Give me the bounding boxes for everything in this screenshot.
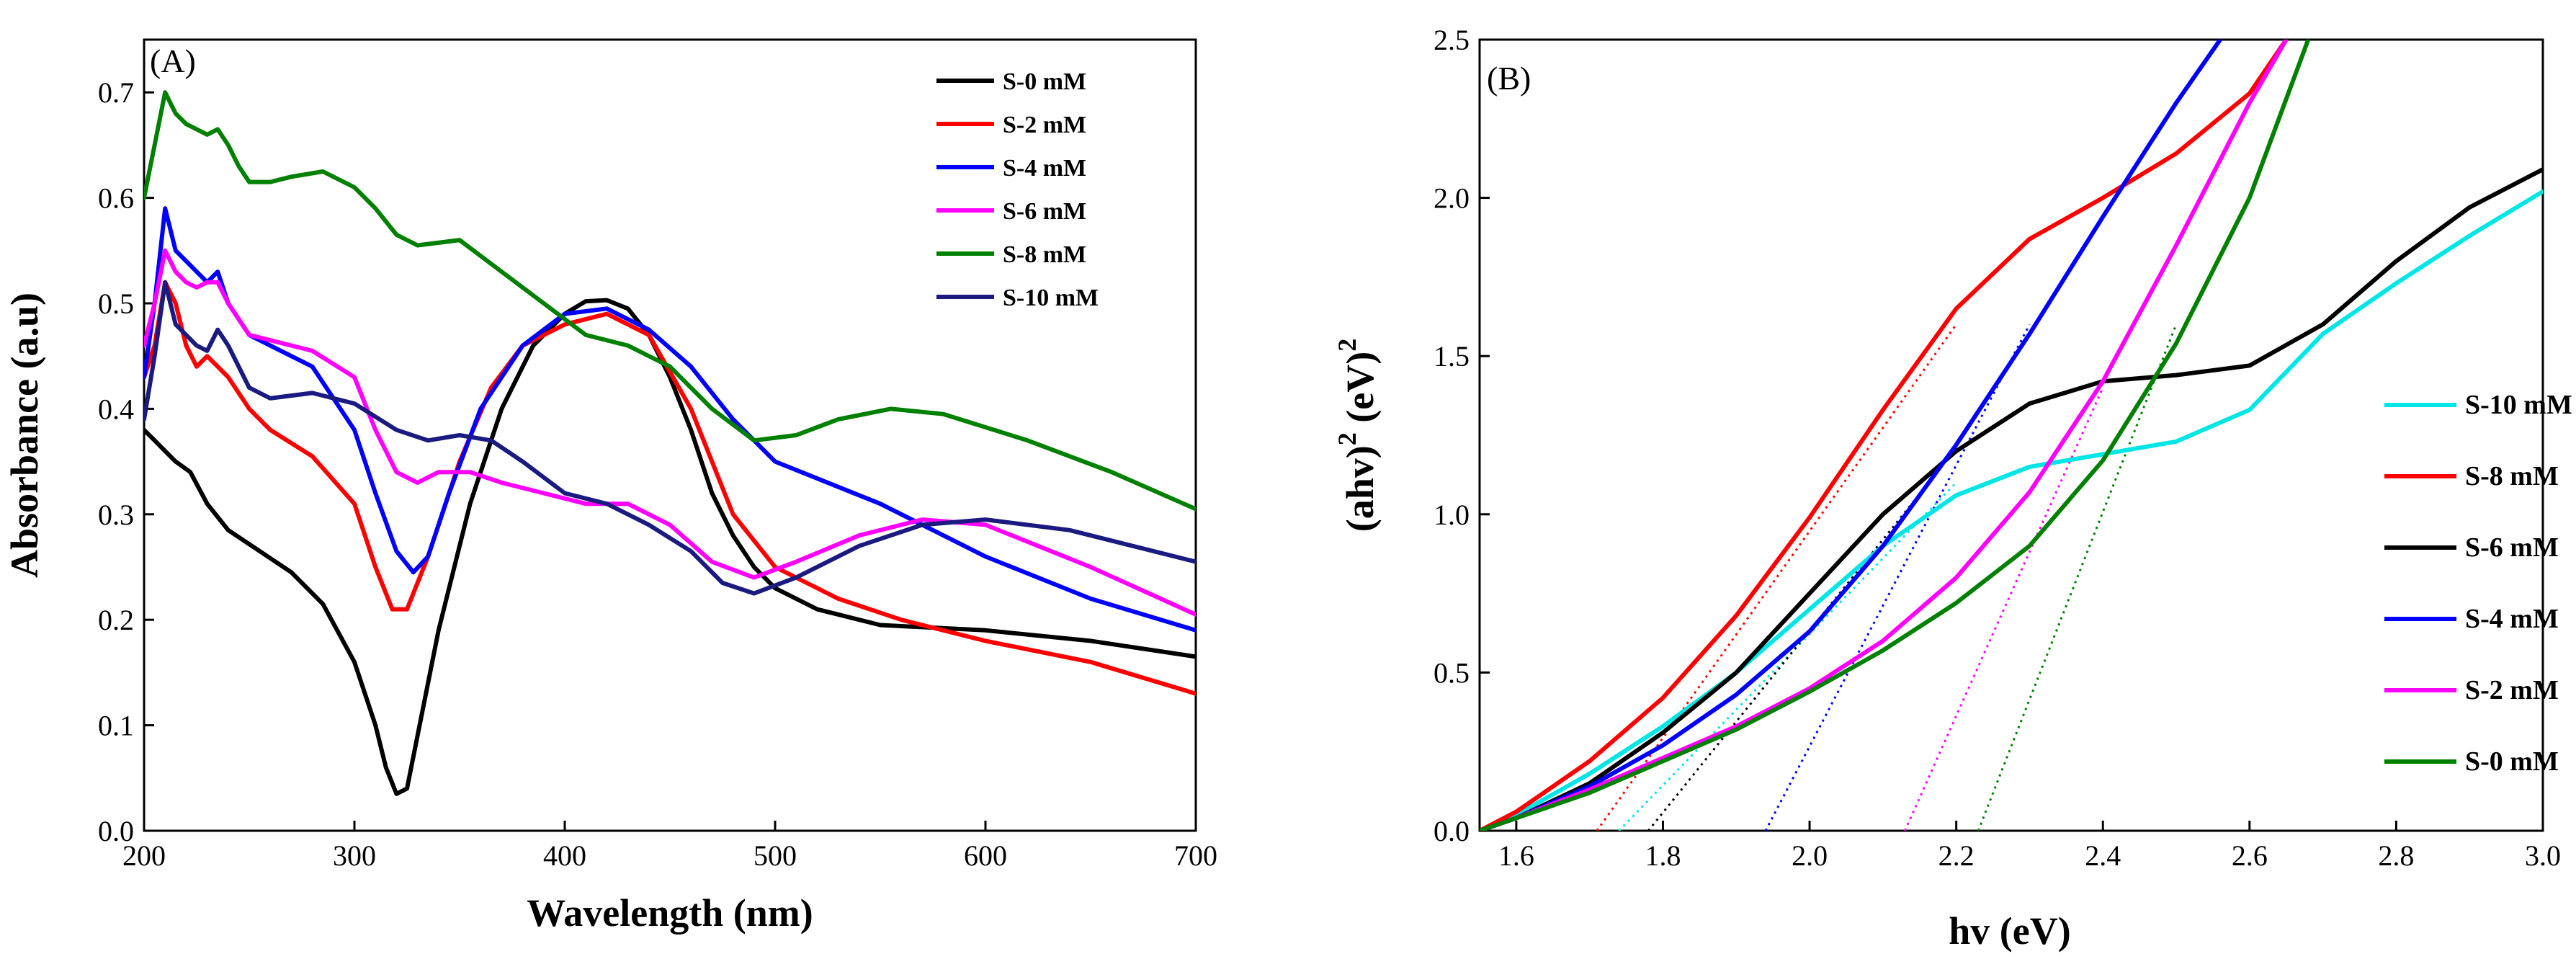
panel-b-ticks: 1.6 1.8 2.0 2.2 2.4 2.6 2.8 3.0 0.0 0.5 1.0 1.5 2.0 2… xyxy=(1434,24,2561,872)
panel-a-y-tick-label: 0.2 xyxy=(98,604,134,636)
panel-b-x-tick-label: 1.8 xyxy=(1645,839,1681,872)
panel-b-series-s-6-mm xyxy=(1480,167,2543,831)
panel-b-label: (B) xyxy=(1487,60,1531,97)
panel-a-x-tick-label: 300 xyxy=(333,839,376,872)
panel-b-series-s-4-mm xyxy=(1480,40,2223,831)
panel-a-legend-label-s-6-mm: S-6 mM xyxy=(1003,198,1086,225)
panel-a-y-tick-label: 0.0 xyxy=(98,815,134,847)
panel-a-legend-label-s-10-mm: S-10 mM xyxy=(1003,285,1099,311)
panel-b-x-tick-label: 1.6 xyxy=(1498,839,1534,872)
panel-a-y-tick-label: 0.7 xyxy=(98,76,134,109)
panel-b-legend-label-s-2-mm: S-2 mM xyxy=(2465,675,2559,705)
panel-b-y-tick-label: 0.5 xyxy=(1434,656,1470,689)
panel-b: (B) hv (eV) (ahv)2 (eV)2 1.6 1.8 2.0 2.2 2.4… xyxy=(1333,24,2572,953)
panel-b-y-axis-title-sup-2: 2 xyxy=(1333,339,1361,352)
panel-a-label: (A) xyxy=(150,43,196,79)
panel-b-series-s-2-mm xyxy=(1480,40,2289,831)
panel-a-y-axis-title: Absorbance (a.u) xyxy=(3,293,46,578)
panel-a: (A) Wavelength (nm) Absorbance (a.u) 200… xyxy=(3,38,1217,935)
panel-b-y-tick-label: 1.5 xyxy=(1434,340,1470,373)
panel-a-y-tick-label: 0.3 xyxy=(98,499,134,531)
panel-a-series xyxy=(144,90,1196,796)
panel-b-x-tick-label: 2.6 xyxy=(2232,839,2268,872)
panel-b-legend: S-10 mM S-8 mM S-6 mM S-4 mM S-2 mM S-0 mM xyxy=(2384,390,2572,777)
panel-b-tangent-s-6-mm xyxy=(1647,465,1943,831)
panel-a-x-tick-label: 500 xyxy=(753,839,797,872)
panel-a-y-tick-label: 0.4 xyxy=(98,393,134,425)
panel-b-x-tick-label: 3.0 xyxy=(2525,839,2561,872)
panel-b-series xyxy=(1480,40,2543,831)
panel-b-legend-label-s-4-mm: S-4 mM xyxy=(2465,604,2559,634)
panel-a-series-s-0-mm xyxy=(144,298,1196,796)
panel-b-legend-label-s-0-mm: S-0 mM xyxy=(2465,746,2559,777)
panel-a-series-s-2-mm xyxy=(144,280,1196,696)
panel-a-legend-label-s-8-mm: S-8 mM xyxy=(1003,241,1086,268)
panel-b-x-axis-title: hv (eV) xyxy=(1949,909,2070,953)
panel-b-legend-label-s-8-mm: S-8 mM xyxy=(2465,461,2559,491)
panel-b-tangent-s-8-mm xyxy=(1596,324,1957,831)
panel-a-legend-label-s-2-mm: S-2 mM xyxy=(1003,112,1086,138)
panel-a-plot-frame xyxy=(143,38,1197,832)
panel-a-x-axis-title: Wavelength (nm) xyxy=(527,891,813,935)
panel-b-y-tick-label: 1.0 xyxy=(1434,499,1470,531)
panel-a-x-tick-label: 400 xyxy=(543,839,586,872)
panel-b-x-tick-label: 2.2 xyxy=(1938,839,1975,872)
panel-a-x-tick-label: 200 xyxy=(122,839,166,872)
panel-b-tangent-s-4-mm xyxy=(1764,324,2031,831)
panel-b-y-axis-title-sup-1: 2 xyxy=(1333,432,1361,445)
panel-b-series-s-8-mm xyxy=(1480,40,2289,831)
panel-a-ticks: 200 300 400 500 600 700 0.0 0.1 0.2 0.3 0.4 0.5 0.6 0… xyxy=(98,76,1217,872)
panel-a-series-s-6-mm xyxy=(144,248,1196,617)
panel-a-x-tick-label: 700 xyxy=(1174,839,1217,872)
panel-b-y-tick-label: 2.0 xyxy=(1434,182,1470,215)
panel-a-series-s-8-mm xyxy=(144,90,1196,512)
panel-b-legend-label-s-6-mm: S-6 mM xyxy=(2465,532,2559,563)
panel-b-plot-frame xyxy=(1478,38,2544,832)
panel-b-tangent-s-0-mm xyxy=(1977,324,2178,831)
panel-a-y-tick-label: 0.6 xyxy=(98,182,134,215)
panel-a-y-tick-label: 0.1 xyxy=(98,710,134,742)
panel-b-x-tick-label: 2.8 xyxy=(2378,839,2414,872)
panel-b-y-axis-title-mid: (eV) xyxy=(1338,352,1382,432)
panel-b-y-tick-label: 2.5 xyxy=(1434,24,1470,56)
panel-b-tangent-s-2-mm xyxy=(1904,387,2104,831)
panel-a-series-s-10-mm xyxy=(144,280,1196,596)
panel-a-series-s-4-mm xyxy=(144,206,1196,633)
panel-b-series-s-0-mm xyxy=(1480,40,2311,831)
panel-a-x-tick-label: 600 xyxy=(964,839,1007,872)
panel-b-y-tick-label: 0.0 xyxy=(1434,815,1470,847)
panel-a-legend-label-s-0-mm: S-0 mM xyxy=(1003,68,1086,95)
panel-b-y-axis-title: (ahv)2 (eV)2 xyxy=(1333,339,1382,532)
panel-a-legend-label-s-4-mm: S-4 mM xyxy=(1003,155,1086,182)
panel-b-series-s-10-mm xyxy=(1480,189,2543,831)
panel-a-y-tick-label: 0.5 xyxy=(98,287,134,320)
panel-b-y-axis-title-base: (ahv) xyxy=(1338,445,1382,532)
panel-b-legend-label-s-10-mm: S-10 mM xyxy=(2465,390,2572,420)
panel-a-legend: S-0 mM S-2 mM S-4 mM S-6 mM S-8 mM S-10 mM xyxy=(936,68,1099,311)
panel-b-x-tick-label: 2.4 xyxy=(2085,839,2121,872)
panel-b-x-tick-label: 2.0 xyxy=(1792,839,1828,872)
panel-b-tangent-s-10-mm xyxy=(1618,481,1957,831)
